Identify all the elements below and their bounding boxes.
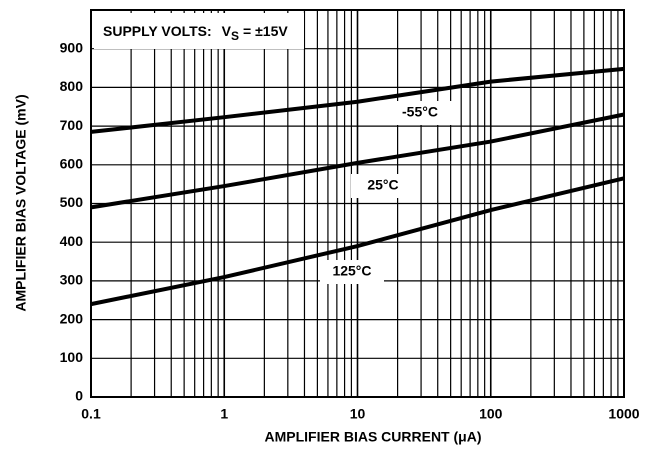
series-label-background <box>388 101 452 125</box>
x-tick-label: 10 <box>350 406 366 422</box>
series-label: 125°C <box>332 263 371 279</box>
y-tick-label: 800 <box>60 78 84 94</box>
x-axis-label: AMPLIFIER BIAS CURRENT (μA) <box>265 429 482 445</box>
series-line <box>90 66 625 134</box>
y-tick-label: 500 <box>60 194 84 210</box>
series-label: 25°C <box>367 177 398 193</box>
plot-frame <box>90 9 625 398</box>
note-subscript: S <box>231 29 239 43</box>
y-tick-label: 100 <box>60 349 84 365</box>
x-tick-label: 0.1 <box>81 406 101 422</box>
y-tick-label: 400 <box>60 233 84 249</box>
x-tick-label: 1 <box>220 406 228 422</box>
note-value: = ±15V <box>243 23 288 39</box>
note-label: SUPPLY VOLTS: <box>103 23 212 39</box>
y-tick-label: 0 <box>75 388 83 404</box>
note: SUPPLY VOLTS: VS = ±15V <box>103 23 288 43</box>
y-tick-label: 200 <box>60 310 84 326</box>
series-line <box>90 176 625 307</box>
y-tick-label: 300 <box>60 272 84 288</box>
series-line <box>90 112 625 210</box>
note-background <box>94 13 304 49</box>
x-tick-label: 100 <box>479 406 503 422</box>
y-tick-label: 900 <box>60 39 84 55</box>
series-label-background <box>351 174 415 198</box>
y-tick-label: 700 <box>60 117 84 133</box>
y-tick-label: 600 <box>60 156 84 172</box>
x-tick-label: 1000 <box>608 406 639 422</box>
series-label-background <box>320 260 384 284</box>
series-label: -55°C <box>402 104 438 120</box>
y-axis-label: AMPLIFIER BIAS VOLTAGE (mV) <box>13 94 29 311</box>
note-symbol: V <box>222 23 232 39</box>
